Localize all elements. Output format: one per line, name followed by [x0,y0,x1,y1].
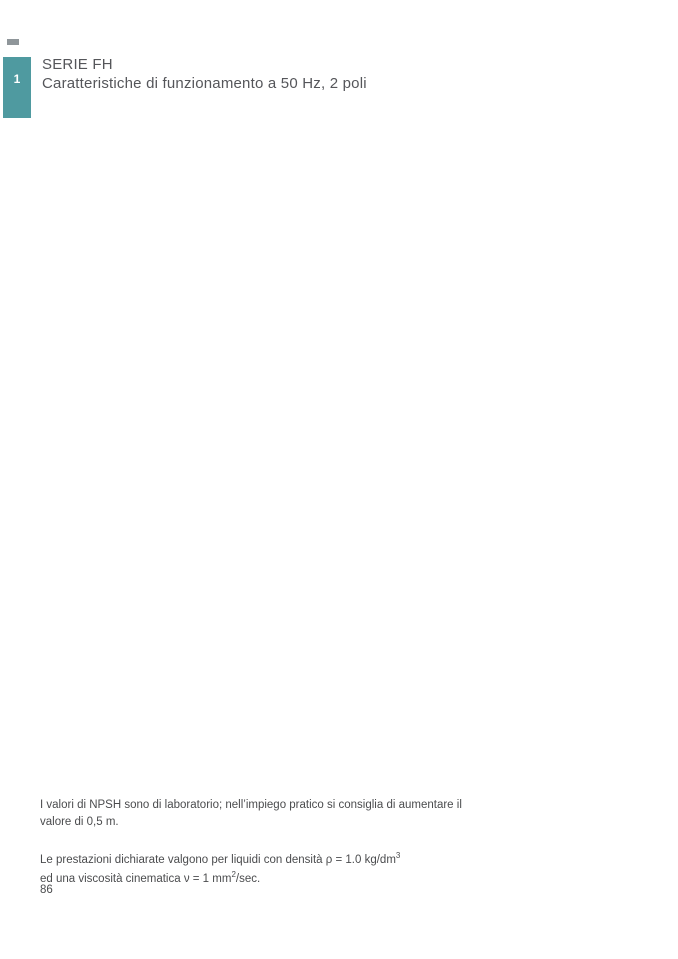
series-title: SERIE FH [42,56,113,73]
npsh-note: I valori di NPSH sono di laboratorio; ne… [40,799,462,829]
density-note: Le prestazioni dichiarate valgono per li… [40,850,401,885]
page-subtitle: Caratteristiche di funzionamento a 50 Hz… [42,75,367,92]
section-number: 1 [13,72,21,86]
footer-notes: I valori di NPSH sono di laboratorio; ne… [40,797,530,906]
page-number: 86 [40,884,53,896]
section-tab: 1 [3,57,31,118]
page-corner-mark [7,39,19,45]
page-header: SERIE FH Caratteristiche di funzionament… [42,55,367,93]
